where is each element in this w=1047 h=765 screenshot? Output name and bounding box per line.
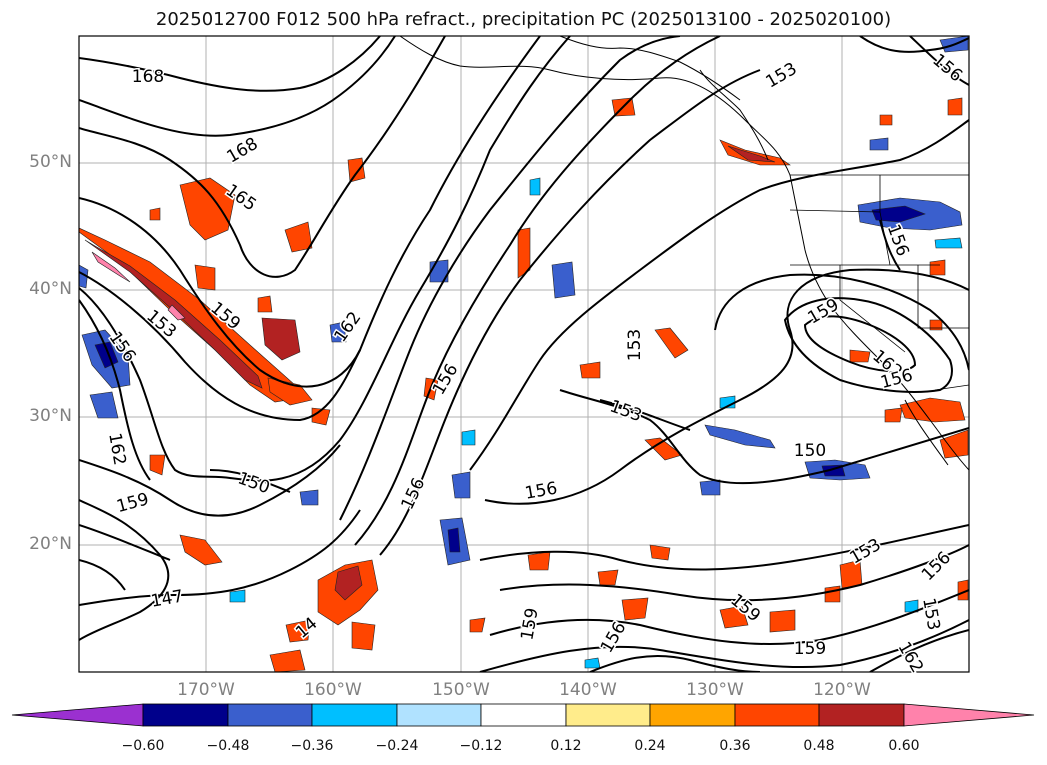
colorbar-segment (649, 703, 736, 727)
contour-label: 168 (223, 134, 261, 168)
gridlines (79, 36, 969, 672)
lat-label: 30°N (29, 406, 72, 426)
lon-label: 170°W (177, 680, 235, 700)
colorbar-tick-label: 0.36 (719, 738, 751, 754)
colorbar-tick-label: −0.12 (459, 738, 503, 754)
lon-label: 120°W (813, 680, 871, 700)
colorbar-tick-label: 0.48 (803, 738, 835, 754)
colorbar-tick-label: −0.60 (121, 738, 165, 754)
colorbar-tick-label: 0.60 (888, 738, 920, 754)
lat-label: 40°N (29, 279, 72, 299)
lon-label: 130°W (686, 680, 744, 700)
contour-label: 156 (398, 475, 430, 513)
contour-label: 147 (149, 586, 184, 611)
contour-label: 153 (762, 59, 800, 93)
colorbar-extend-max (903, 703, 1035, 727)
precip-band-peak (91, 251, 131, 283)
colorbar-extend-min (11, 703, 144, 727)
lon-label: 140°W (559, 680, 617, 700)
contour-label: 159 (114, 489, 151, 517)
map-content (79, 36, 969, 672)
colorbar-segment (480, 703, 567, 727)
lat-label: 20°N (29, 534, 72, 554)
coastlines (399, 36, 969, 471)
refractivity-contours (79, 36, 969, 672)
contour-label: 153 (625, 329, 645, 361)
contour-label: 156 (597, 618, 631, 656)
chart-title: 2025012700 F012 500 hPa refract., precip… (155, 9, 892, 30)
contour-label: 159 (517, 606, 542, 641)
colorbar-tick-label: −0.36 (290, 738, 334, 754)
contour-label: 168 (132, 67, 164, 87)
colorbar-tick-label: 0.12 (550, 738, 582, 754)
lon-label: 150°W (432, 680, 490, 700)
contour-label: 150 (235, 468, 272, 498)
precip-band-peak (167, 304, 186, 321)
colorbar-tick-label: 0.24 (634, 738, 666, 754)
precip-band-core (84, 239, 263, 389)
contour-label: 153 (918, 596, 943, 631)
colorbar-segment (142, 703, 229, 727)
contour-label: 159 (794, 639, 826, 659)
contour-label: 150 (794, 441, 826, 461)
contour-label: 159 (804, 295, 842, 329)
lon-label: 160°W (304, 680, 362, 700)
contour-label: 162 (104, 431, 129, 466)
precip-positive (79, 97, 969, 672)
boundaries (789, 174, 969, 391)
colorbar-segment (565, 703, 651, 727)
colorbar-tick-label: −0.48 (206, 738, 250, 754)
lat-label: 50°N (29, 152, 72, 172)
map-frame (78, 35, 970, 673)
precip-negative (79, 36, 969, 669)
colorbar-segment (734, 703, 820, 727)
colorbar-segment (818, 703, 905, 727)
colorbar-tick-label: −0.24 (375, 738, 419, 754)
contour-label: 153 (607, 396, 644, 426)
colorbar-segment (311, 703, 398, 727)
colorbar (11, 703, 1035, 727)
colorbar-segment (396, 703, 482, 727)
colorbar-segment (227, 703, 313, 727)
